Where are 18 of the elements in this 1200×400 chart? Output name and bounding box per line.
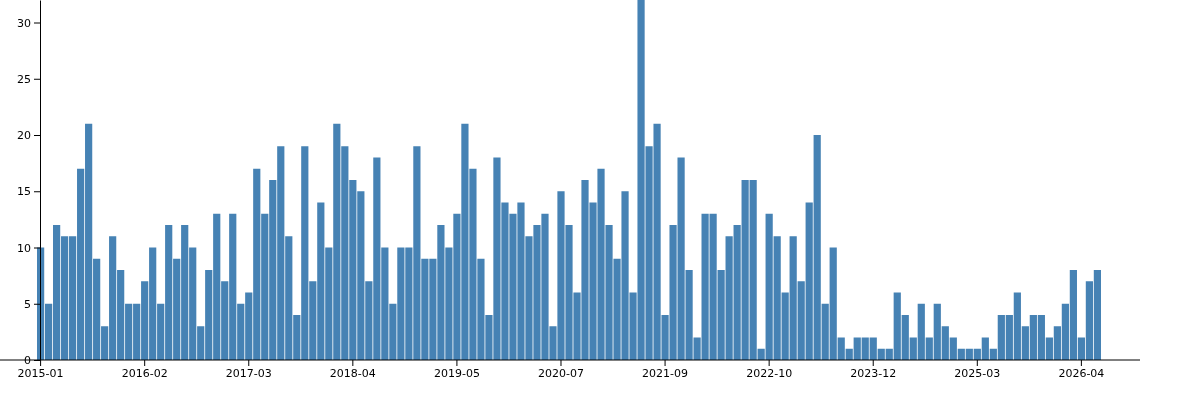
y-tick-label: 15 <box>17 185 31 199</box>
x-tick-label: 2016-02 <box>121 366 168 380</box>
x-tick-label: 2025-03 <box>954 366 1001 380</box>
y-tick-label: 25 <box>17 72 31 86</box>
x-tick-label: 2019-05 <box>433 366 480 380</box>
x-tick-label: 2018-04 <box>329 366 376 380</box>
x-tick-label: 2026-04 <box>1058 366 1105 380</box>
y-tick-label: 30 <box>17 16 31 30</box>
y-tick-label: 0 <box>24 354 31 368</box>
x-tick-label: 2023-12 <box>850 366 897 380</box>
x-tick-label: 2015-01 <box>17 366 64 380</box>
x-tick-label: 2021-09 <box>642 366 689 380</box>
y-tick-label: 5 <box>24 297 31 311</box>
y-tick-label: 20 <box>17 129 31 143</box>
x-tick-label: 2022-10 <box>746 366 793 380</box>
x-tick-label: 2020-07 <box>538 366 584 380</box>
y-tick-label: 10 <box>17 241 31 255</box>
x-tick-label: 2017-03 <box>225 366 272 380</box>
